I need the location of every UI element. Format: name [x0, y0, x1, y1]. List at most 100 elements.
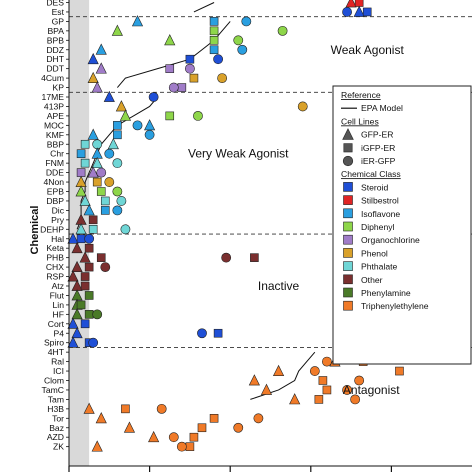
y-tick-label: KMF — [46, 130, 64, 140]
data-point — [121, 404, 130, 414]
data-point — [113, 121, 122, 130]
y-tick-label: Keta — [46, 243, 64, 253]
region-label: Antagonist — [343, 383, 400, 397]
data-point — [120, 224, 131, 235]
data-point — [168, 432, 179, 443]
y-tick-label: KP — [53, 83, 65, 93]
data-point — [95, 43, 107, 55]
data-point — [209, 35, 219, 45]
y-tick-label: GP — [52, 16, 65, 26]
legend-item-label: EPA Model — [361, 103, 403, 113]
data-point — [87, 166, 99, 178]
y-tick-label: Pry — [51, 215, 65, 225]
data-point — [241, 16, 252, 27]
data-point — [95, 412, 107, 424]
y-tick-label: DBP — [46, 196, 64, 206]
data-point — [84, 243, 94, 253]
y-tick-label: CHX — [46, 262, 64, 272]
data-point — [342, 7, 352, 17]
data-point — [92, 177, 102, 187]
legend-color-swatch — [343, 261, 353, 271]
y-tick-label: Baz — [49, 423, 64, 433]
data-point — [71, 326, 83, 339]
y-tick-label: H3B — [47, 404, 64, 414]
data-point — [91, 81, 103, 93]
axes — [68, 0, 472, 472]
data-point — [131, 15, 144, 27]
data-point — [217, 73, 228, 83]
data-point — [80, 272, 90, 281]
data-point — [79, 194, 91, 206]
legend-item-label: Diphenyl — [361, 222, 395, 232]
data-point — [165, 64, 175, 73]
data-point — [272, 364, 285, 376]
data-point — [213, 328, 223, 338]
y-tick-label: PHB — [46, 253, 64, 263]
data-point — [156, 403, 167, 414]
data-point — [362, 7, 372, 17]
data-point — [237, 44, 248, 55]
data-point — [168, 82, 179, 93]
data-point — [100, 206, 110, 215]
data-point — [76, 300, 86, 310]
legend-cell-lines-title: Cell Lines — [341, 116, 379, 126]
legend-color-swatch — [343, 274, 353, 285]
data-point — [354, 375, 365, 386]
data-point — [318, 376, 328, 385]
legend-item-label: Phthalate — [361, 262, 398, 272]
data-point — [75, 185, 87, 197]
y-tick-label: Atz — [52, 281, 64, 291]
data-point — [80, 281, 90, 291]
data-point — [144, 129, 155, 140]
y-tick-label: TamC — [42, 385, 64, 395]
data-point — [353, 5, 365, 17]
y-tick-label: P4 — [53, 328, 64, 338]
data-point — [189, 73, 199, 83]
data-point — [100, 196, 110, 206]
region-label: Inactive — [258, 279, 300, 293]
legend-class-title: Chemical Class — [341, 169, 401, 179]
legend-box — [332, 85, 472, 365]
data-point — [322, 385, 332, 395]
data-point — [184, 63, 195, 74]
data-point — [148, 430, 160, 443]
data-point — [314, 395, 324, 404]
y-tick-label: Spiro — [44, 338, 64, 348]
y-tick-label: Dic — [52, 205, 65, 215]
data-point — [309, 366, 320, 376]
legend-reference-title: Reference — [341, 90, 381, 100]
data-point — [83, 204, 95, 216]
y-tick-label: RSP — [46, 272, 64, 282]
y-tick-label: DDE — [46, 168, 64, 178]
y-tick-label: DDZ — [46, 45, 64, 55]
legend-color-swatch — [343, 248, 353, 258]
data-point — [67, 270, 79, 282]
epa-model-line — [116, 21, 231, 88]
data-point — [253, 413, 264, 424]
y-tick-label: DDT — [46, 64, 64, 74]
y-tick-label: AZD — [47, 432, 64, 442]
y-tick-labels: DESEstGPBPABPBDDZDHTDDT4CumKP17ME413PAPE… — [40, 0, 69, 452]
data-point — [233, 422, 244, 433]
data-point — [88, 225, 98, 234]
y-tick-label: ICI — [53, 366, 64, 376]
y-tick-label: APE — [47, 111, 64, 121]
legend-color-swatch — [343, 195, 353, 205]
data-point — [197, 423, 207, 433]
y-tick-label: Flut — [50, 290, 65, 300]
data-point — [75, 223, 87, 235]
data-point — [289, 393, 301, 405]
region-labels: Weak Agonist Very Weak Agonist Inactive Ant… — [188, 43, 404, 397]
data-point — [248, 374, 260, 386]
y-tick-label: Est — [52, 7, 65, 17]
data-point — [209, 45, 219, 55]
y-tick-label: DHT — [46, 54, 64, 64]
y-axis-title: Chemical — [29, 206, 41, 255]
data-point — [88, 337, 99, 348]
y-tick-label: BPA — [47, 26, 64, 36]
y-tick-label: Chr — [50, 149, 64, 159]
legend-item-label: Organochlorine — [361, 235, 420, 245]
data-point — [250, 253, 259, 262]
region-label: Very Weak Agonist — [188, 147, 289, 161]
data-point — [96, 167, 107, 178]
